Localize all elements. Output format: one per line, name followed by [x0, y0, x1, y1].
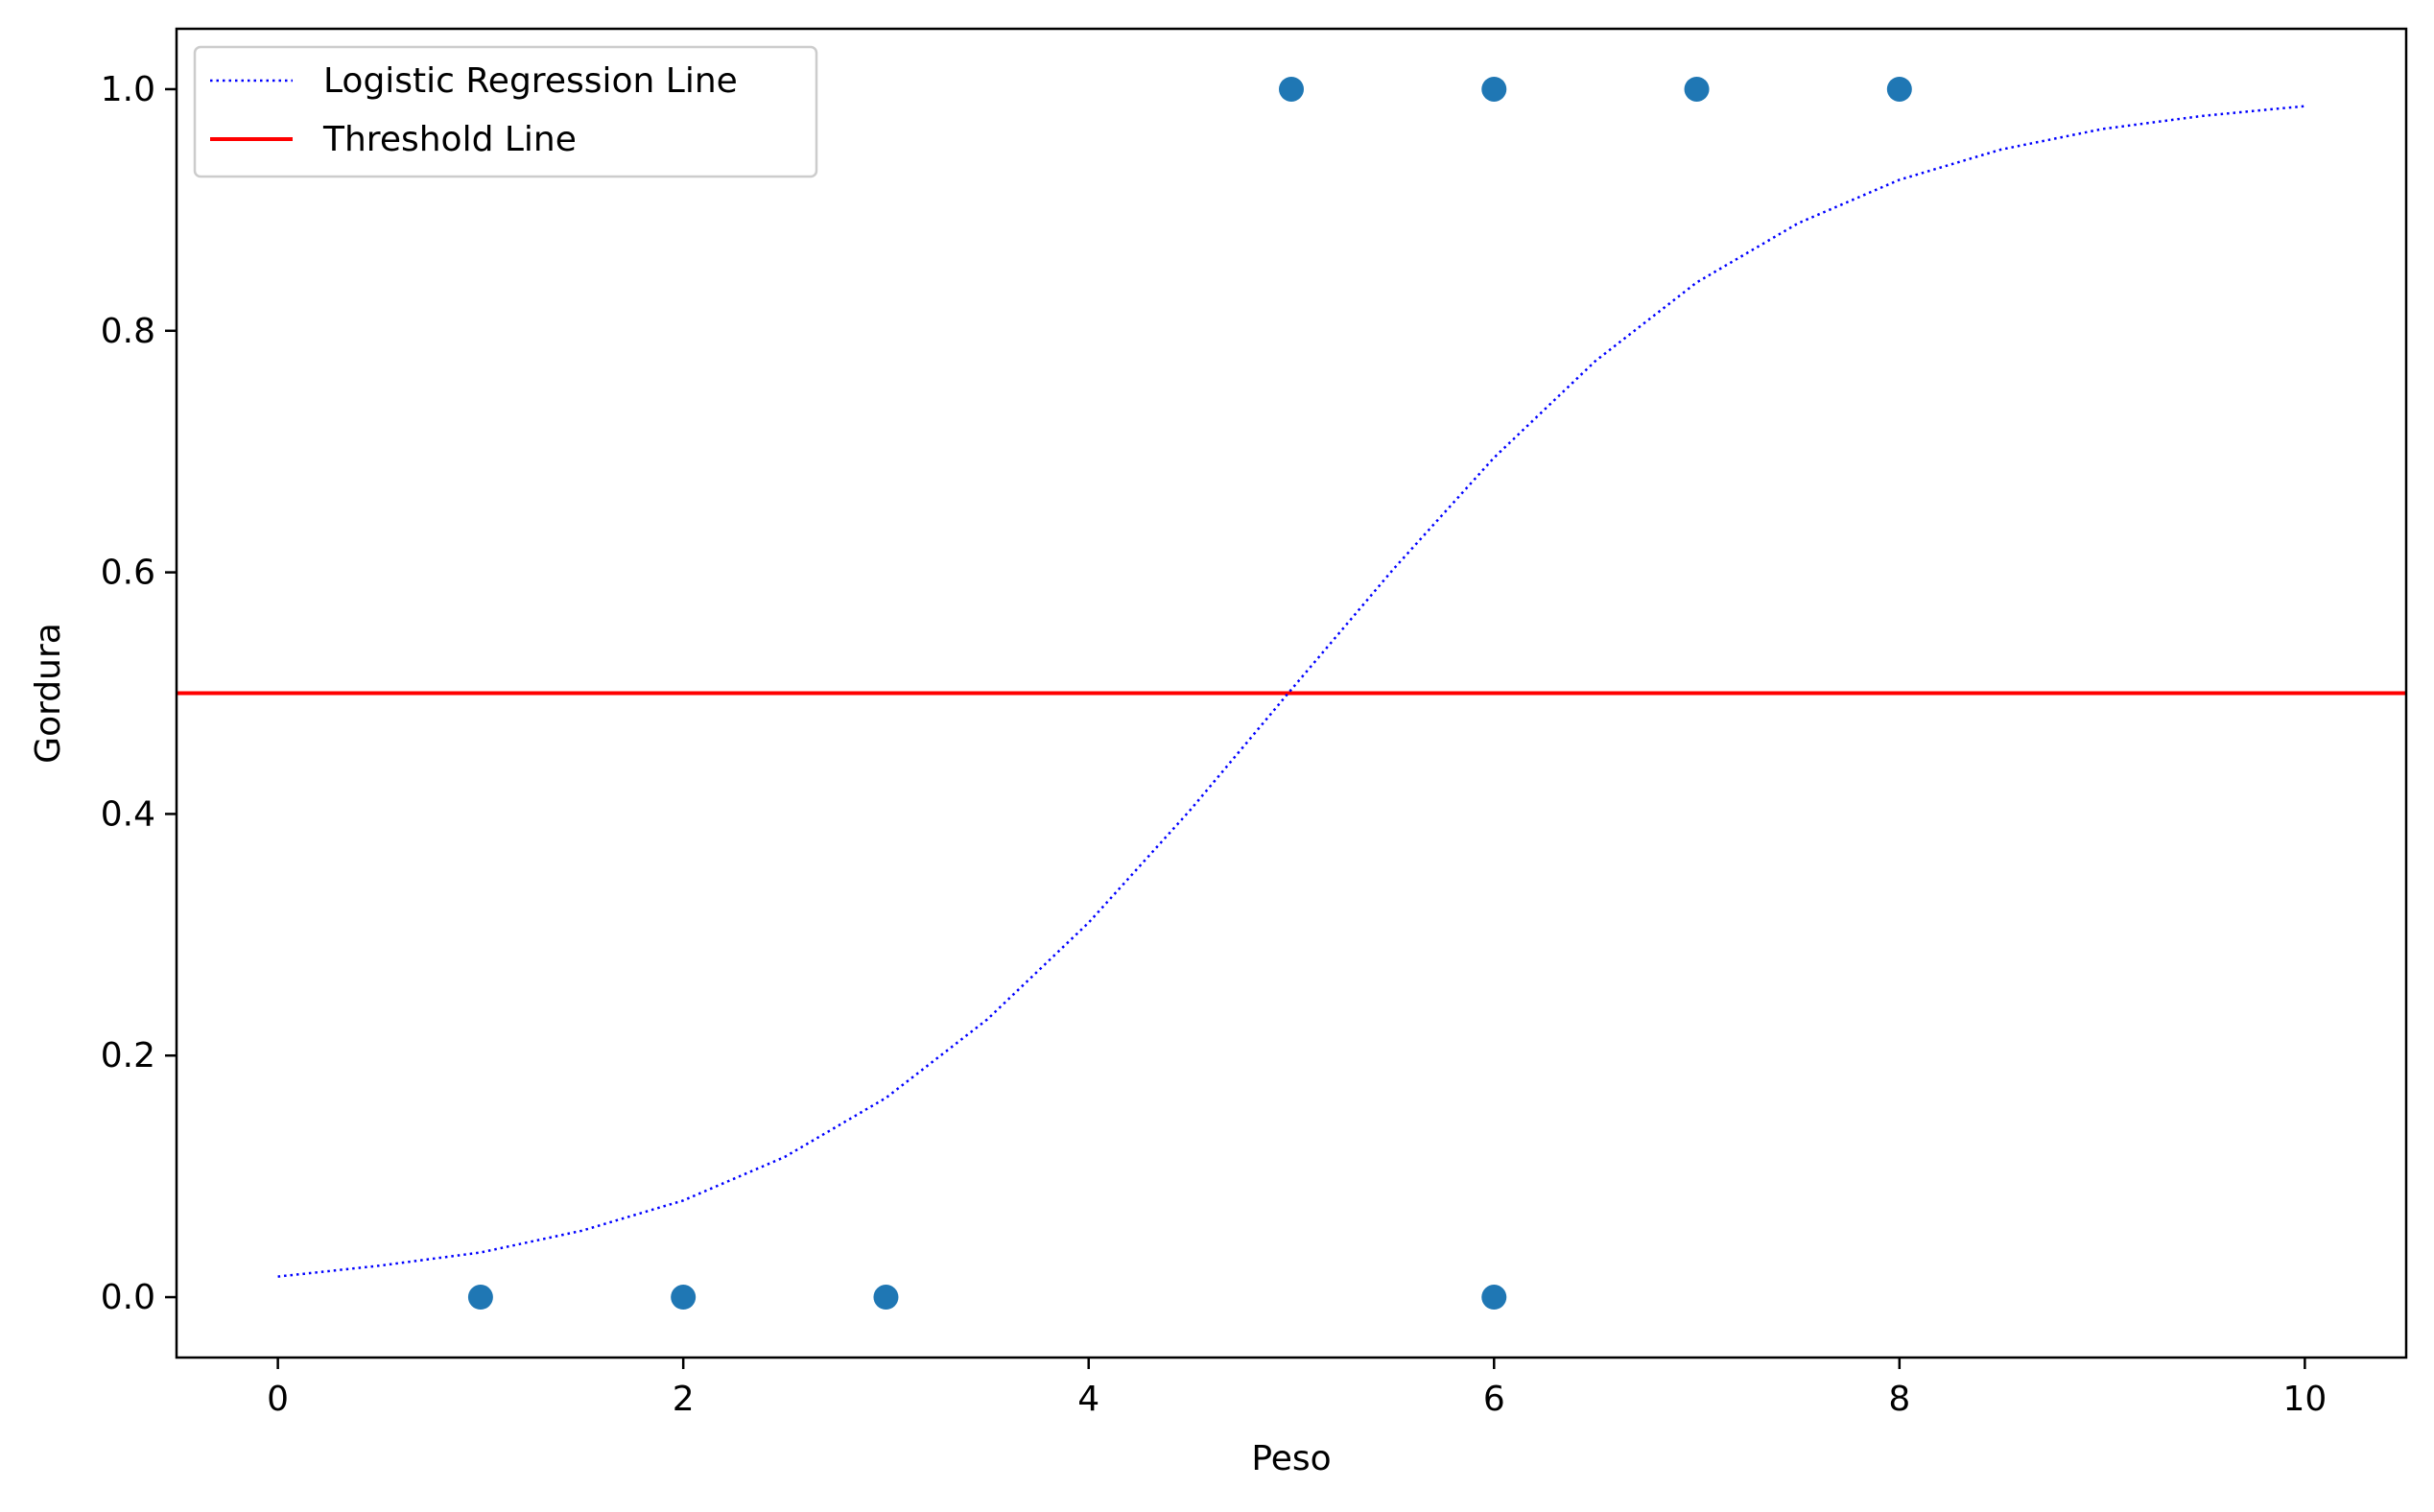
- scatter-point-4: [1279, 76, 1304, 102]
- plot-area: [177, 76, 2406, 1311]
- y-tick-label: 0.8: [101, 312, 155, 351]
- x-tick-label: 8: [1888, 1380, 1910, 1419]
- x-tick-label: 6: [1483, 1380, 1505, 1419]
- y-tick-label: 0.6: [101, 554, 155, 593]
- y-tick-label: 0.2: [101, 1036, 155, 1075]
- x-tick-label: 10: [2282, 1380, 2327, 1419]
- scatter-point-6: [1684, 76, 1710, 102]
- scatter-point-7: [1886, 76, 1912, 102]
- x-tick-label: 0: [267, 1380, 289, 1419]
- plot-layer: [177, 76, 2406, 1311]
- x-tick-label: 2: [673, 1380, 695, 1419]
- x-tick-label: 4: [1077, 1380, 1099, 1419]
- scatter-point-2: [873, 1285, 899, 1311]
- y-tick-label: 0.4: [101, 794, 155, 834]
- axes-frame: [175, 27, 2408, 1359]
- legend-label-threshold: Threshold Line: [322, 120, 577, 159]
- y-tick-label: 1.0: [101, 70, 155, 109]
- axes-layer: 0 2 4 6 8 10 0.0 0.2 0.4 0.6 0.8 1.0 Peso Gordura: [29, 27, 2408, 1478]
- scatter-point-0: [467, 1285, 493, 1311]
- y-tick-label: 0.0: [101, 1278, 155, 1317]
- scatter-point-5: [1481, 76, 1507, 102]
- scatter-point-3: [1481, 1285, 1507, 1311]
- y-axis-label: Gordura: [29, 623, 68, 764]
- legend-label-logistic: Logistic Regression Line: [323, 61, 738, 101]
- logistic-regression-line: [277, 105, 2305, 1278]
- scatter-point-1: [671, 1285, 697, 1311]
- x-axis-label: Peso: [1251, 1439, 1331, 1478]
- legend: Logistic Regression Line Threshold Line: [193, 45, 818, 178]
- legend-box: [193, 45, 818, 178]
